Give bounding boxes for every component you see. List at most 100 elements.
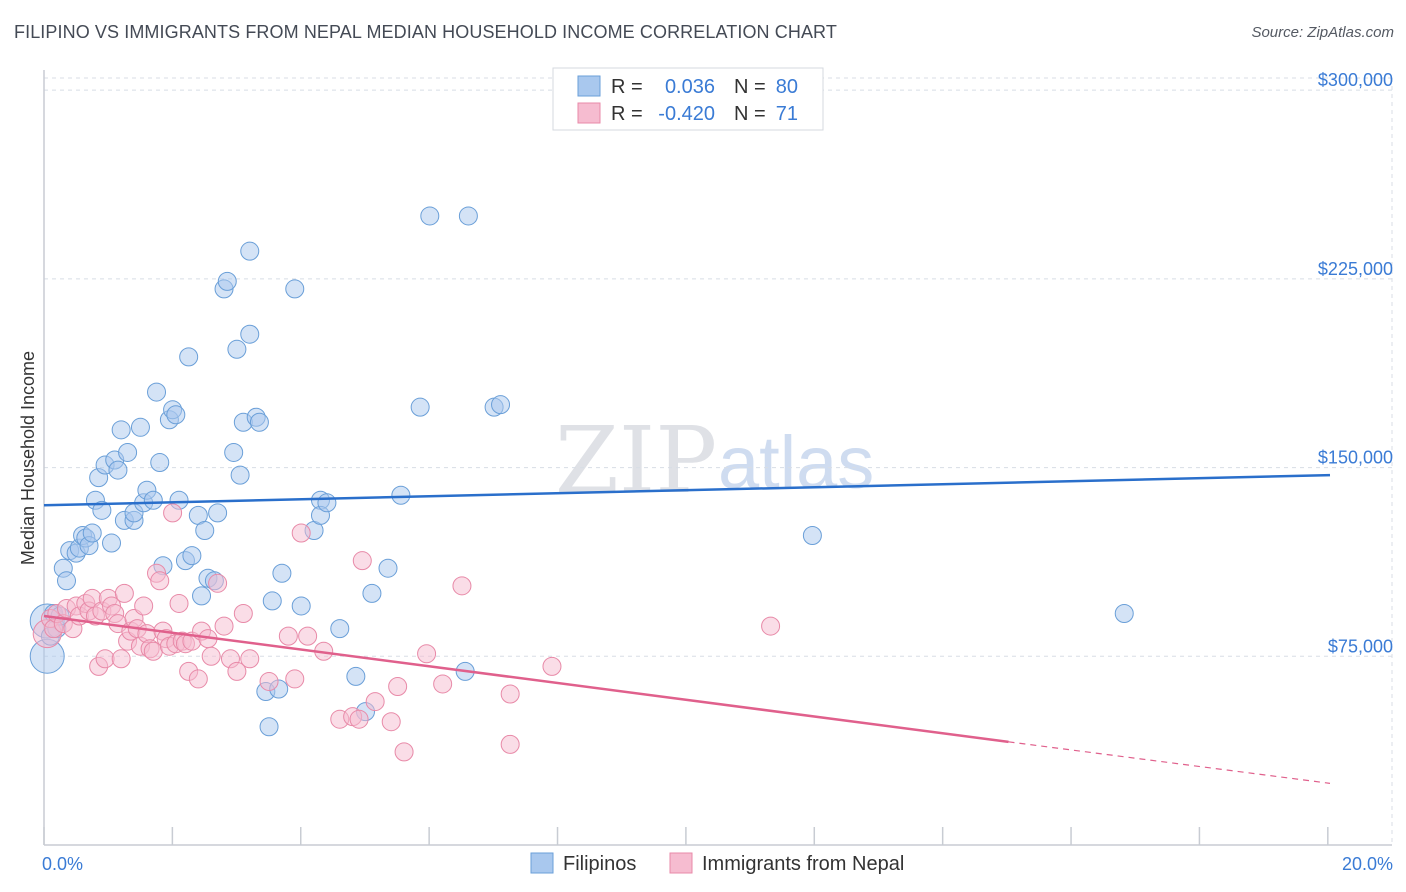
nepal-point-70 — [500, 684, 520, 704]
filipinos-point-56 — [249, 412, 269, 432]
filipinos-point-22 — [111, 420, 131, 440]
source-label: Source: ZipAtlas.com — [1251, 24, 1394, 41]
series-legend: Filipinos Immigrants from Nepal — [530, 852, 904, 875]
nepal-point-62 — [352, 551, 372, 571]
legend-r-label-2: R = — [611, 103, 643, 125]
filipinos-point-7 — [57, 571, 77, 591]
nepal-point-73 — [761, 616, 781, 636]
nepal-point-61 — [349, 709, 369, 729]
y-tick-label-1: $150,000 — [1318, 448, 1393, 468]
legend-r-label-1: R = — [611, 76, 643, 98]
y-tick-label-3: $300,000 — [1318, 70, 1393, 90]
filipinos-point-36 — [166, 405, 186, 425]
filipinos-point-81 — [1114, 604, 1134, 624]
nepal-trend-line-extrapolated — [1008, 741, 1331, 784]
nepal-point-51 — [233, 604, 253, 624]
nepal-point-72 — [542, 656, 562, 676]
nepal-point-54 — [278, 626, 298, 646]
filipinos-point-49 — [224, 442, 244, 462]
nepal-point-27 — [134, 596, 154, 616]
legend-label-filipinos: Filipinos — [563, 853, 636, 875]
filipinos-point-53 — [240, 241, 260, 261]
chart-title: FILIPINO VS IMMIGRANTS FROM NEPAL MEDIAN… — [14, 22, 837, 42]
nepal-point-32 — [150, 571, 170, 591]
filipinos-point-14 — [82, 523, 102, 543]
filipinos-point-73 — [391, 485, 411, 505]
axes — [43, 70, 1392, 846]
filipinos-point-71 — [362, 583, 382, 603]
filipinos-point-40 — [182, 546, 202, 566]
filipinos-point-31 — [147, 382, 167, 402]
legend-n-label-1: N = — [734, 76, 766, 98]
watermark-zip: ZIP — [555, 407, 717, 514]
nepal-point-66 — [394, 742, 414, 762]
y-tick-label-0: $75,000 — [1328, 636, 1393, 656]
filipinos-point-46 — [208, 503, 228, 523]
filipinos-point-67 — [317, 493, 337, 513]
nepal-point-52 — [240, 649, 260, 669]
filipinos-point-79 — [491, 395, 511, 415]
x-tick-label-min: 0.0% — [42, 854, 83, 874]
filipinos-point-75 — [420, 206, 440, 226]
nepal-point-20 — [111, 649, 131, 669]
filipinos-point-80 — [802, 526, 822, 546]
watermark: ZIP atlas — [555, 407, 874, 514]
y-axis-label: Median Household Income — [18, 351, 38, 565]
filipinos-point-68 — [330, 619, 350, 639]
filipinos-point-50 — [227, 339, 247, 359]
filipinos-point-59 — [262, 591, 282, 611]
nepal-point-43 — [188, 669, 208, 689]
watermark-atlas: atlas — [718, 421, 874, 504]
nepal-points — [32, 503, 781, 762]
nepal-point-63 — [365, 692, 385, 712]
filipinos-point-62 — [285, 279, 305, 299]
nepal-point-57 — [298, 626, 318, 646]
filipinos-point-19 — [102, 533, 122, 553]
legend-n-value-1: 80 — [776, 76, 798, 98]
trend-lines — [43, 473, 1331, 784]
nepal-point-65 — [388, 676, 408, 696]
nepal-point-21 — [114, 583, 134, 603]
nepal-point-67 — [417, 644, 437, 664]
filipinos-point-54 — [240, 324, 260, 344]
filipinos-point-58 — [259, 717, 279, 737]
nepal-point-68 — [433, 674, 453, 694]
legend-swatch-pink — [577, 102, 601, 124]
correlation-legend: R = 0.036 N = 80 R = -0.420 N = 71 — [552, 67, 824, 131]
filipinos-point-24 — [118, 442, 138, 462]
filipinos-trend-line — [43, 473, 1331, 507]
filipinos-point-32 — [150, 453, 170, 473]
legend-label-nepal: Immigrants from Nepal — [702, 853, 904, 875]
filipinos-point-21 — [108, 460, 128, 480]
nepal-point-36 — [163, 503, 183, 523]
x-tick-label-max: 20.0% — [1342, 854, 1393, 874]
nepal-point-46 — [201, 646, 221, 666]
filipinos-point-63 — [291, 596, 311, 616]
filipinos-point-77 — [458, 206, 478, 226]
nepal-point-50 — [227, 661, 247, 681]
nepal-point-47 — [208, 573, 228, 593]
filipinos-point-39 — [179, 347, 199, 367]
nepal-point-53 — [259, 671, 279, 691]
y-tick-label-2: $225,000 — [1318, 259, 1393, 279]
filipinos-point-17 — [92, 500, 112, 520]
nepal-point-48 — [214, 616, 234, 636]
filipinos-point-51 — [230, 465, 250, 485]
filipinos-point-61 — [272, 563, 292, 583]
legend-n-value-2: 71 — [776, 103, 798, 125]
y-tick-labels: $75,000 $150,000 $225,000 $300,000 — [1318, 70, 1393, 656]
legend-r-value-1: 0.036 — [665, 76, 715, 98]
legend-swatch-nepal — [669, 852, 693, 874]
legend-r-value-2: -0.420 — [658, 103, 715, 125]
legend-swatch-blue — [577, 75, 601, 97]
nepal-point-15 — [95, 649, 115, 669]
filipinos-point-48 — [217, 271, 237, 291]
nepal-point-55 — [285, 669, 305, 689]
nepal-point-64 — [381, 712, 401, 732]
legend-swatch-filipinos — [530, 852, 554, 874]
filipinos-point-42 — [192, 586, 212, 606]
filipinos-point-72 — [378, 558, 398, 578]
filipinos-point-30 — [143, 490, 163, 510]
filipinos-point-69 — [346, 666, 366, 686]
